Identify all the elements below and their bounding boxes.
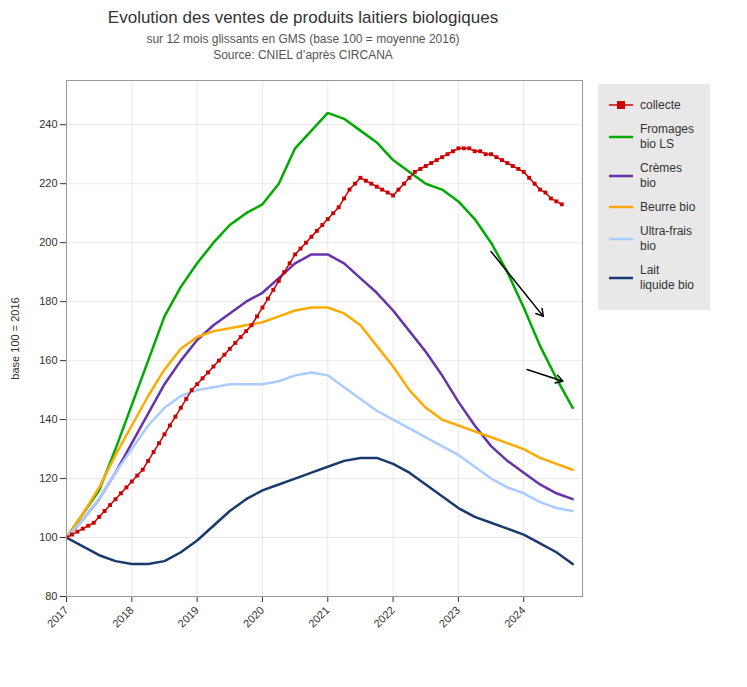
svg-text:2024: 2024	[502, 604, 528, 630]
html-text:Crèmes bio: Crèmes bio	[640, 161, 682, 190]
svg-text:240: 240	[39, 118, 57, 130]
html-text:Fromages bio LS: Fromages bio LS	[640, 122, 694, 151]
svg-text:2022: 2022	[371, 604, 397, 630]
svg-text:base 100 = 2016: base 100 = 2016	[9, 297, 21, 379]
svg-text:200: 200	[39, 236, 57, 248]
svg-text:2019: 2019	[175, 604, 201, 630]
svg-text:2023: 2023	[437, 604, 463, 630]
svg-text:2021: 2021	[306, 604, 332, 630]
html-text:Source: CNIEL d’après CIRCANA: Source: CNIEL d’après CIRCANA	[213, 48, 393, 62]
svg-text:160: 160	[39, 354, 57, 366]
html-text:Ultra-frais bio: Ultra-frais bio	[640, 224, 692, 253]
svg-text:2017: 2017	[45, 604, 71, 630]
svg-text:100: 100	[39, 531, 57, 543]
svg-text:140: 140	[39, 413, 57, 425]
html-text:Beurre bio: Beurre bio	[640, 200, 696, 214]
svg-text:120: 120	[39, 472, 57, 484]
svg-text:180: 180	[39, 295, 57, 307]
svg-text:2018: 2018	[110, 604, 136, 630]
html-text:sur 12 mois glissants en GMS (: sur 12 mois glissants en GMS (base 100 =…	[146, 32, 460, 46]
html-text:collecte: collecte	[640, 98, 681, 112]
svg-text:2020: 2020	[241, 604, 267, 630]
html-text:Lait liquide bio: Lait liquide bio	[640, 263, 694, 292]
svg-text:220: 220	[39, 177, 57, 189]
svg-text:80: 80	[45, 590, 57, 602]
html-text:Evolution des ventes de produi: Evolution des ventes de produits laitier…	[107, 8, 499, 27]
